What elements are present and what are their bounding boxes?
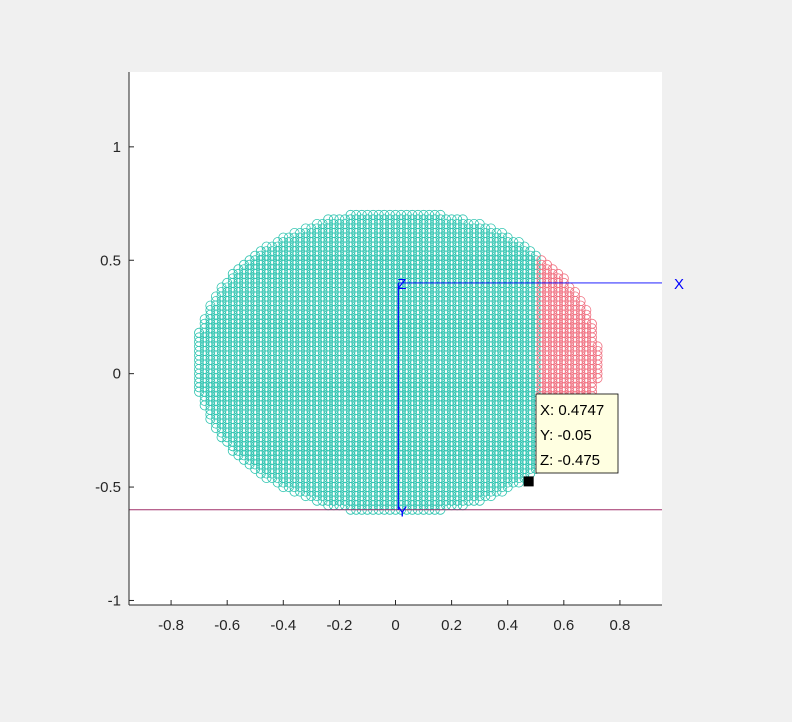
x-tick-label: 0.8 bbox=[609, 617, 630, 634]
frame-z-label: Z bbox=[397, 276, 406, 293]
y-tick-label: -1 bbox=[108, 592, 121, 609]
y-tick-label: 0 bbox=[113, 366, 121, 383]
x-tick-label: -0.2 bbox=[326, 617, 352, 634]
axes-background bbox=[129, 72, 662, 605]
x-tick-label: 0.6 bbox=[553, 617, 574, 634]
y-tick-label: 0.5 bbox=[100, 252, 121, 269]
scatter-points bbox=[194, 209, 603, 515]
x-tick-label: 0.4 bbox=[497, 617, 518, 634]
y-tick-label: -0.5 bbox=[95, 479, 121, 496]
datatip[interactable]: X: 0.4747 Y: -0.05 Z: -0.475 bbox=[523, 393, 619, 487]
x-tick-label: 0 bbox=[391, 617, 399, 634]
datatip-line: X: 0.4747 bbox=[540, 402, 604, 419]
frame-y-label: Y bbox=[397, 504, 407, 521]
x-tick-label: 0.2 bbox=[441, 617, 462, 634]
frame-x-label: X bbox=[674, 276, 684, 293]
x-tick-label: -0.6 bbox=[214, 617, 240, 634]
x-tick-label: -0.4 bbox=[270, 617, 296, 634]
datatip-line: Z: -0.475 bbox=[540, 452, 600, 469]
datatip-marker[interactable] bbox=[523, 476, 534, 487]
datatip-line: Y: -0.05 bbox=[540, 427, 592, 444]
series-0 bbox=[194, 209, 541, 515]
y-tick-label: 1 bbox=[113, 139, 121, 156]
x-tick-label: -0.8 bbox=[158, 617, 184, 634]
